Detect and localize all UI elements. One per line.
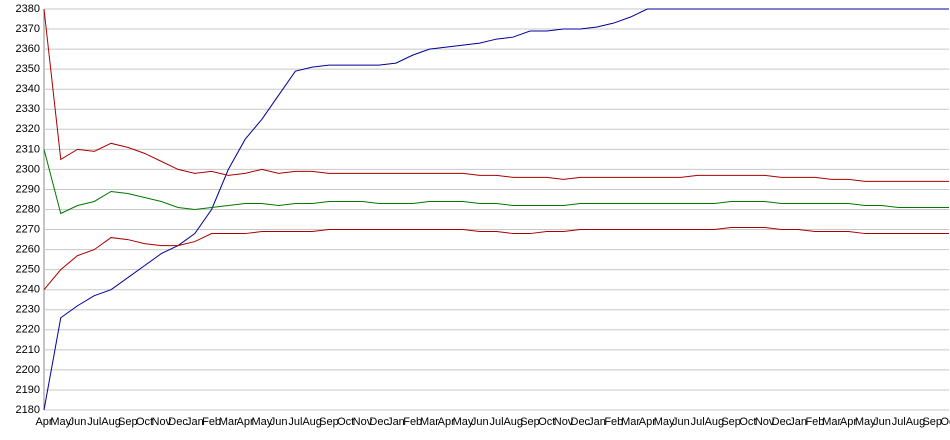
x-tick-label: Dec [571, 416, 591, 428]
y-tick-label: 2320 [16, 123, 40, 135]
y-tick-label: 2330 [16, 103, 40, 115]
x-tick-label: Oct [136, 416, 153, 428]
x-tick-label: Mar [621, 416, 640, 428]
x-tick-label: Aug [503, 416, 523, 428]
x-tick-label: Jul [691, 416, 705, 428]
x-tick-label: Jan [588, 416, 606, 428]
x-tick-label: Feb [202, 416, 221, 428]
series-line [43, 227, 949, 291]
x-tick-label: Feb [805, 416, 824, 428]
y-tick-label: 2280 [16, 203, 40, 215]
x-tick-label: Apr [237, 416, 254, 428]
x-tick-label: Nov [152, 416, 172, 428]
x-tick-label: Aug [705, 416, 725, 428]
x-tick-label: Mar [219, 416, 238, 428]
x-tick-label: Jun [471, 416, 489, 428]
y-tick-label: 2180 [16, 404, 40, 416]
y-tick-label: 2270 [16, 223, 40, 235]
x-tick-label: Jan [186, 416, 204, 428]
x-tick-label: Sep [118, 416, 138, 428]
x-tick-label: Nov [755, 416, 775, 428]
x-tick-label: Jan [387, 416, 405, 428]
y-tick-label: 2230 [16, 304, 40, 316]
x-tick-label: Oct [739, 416, 756, 428]
x-tick-label: Apr [438, 416, 455, 428]
x-tick-label: Aug [906, 416, 926, 428]
x-tick-label: Nov [554, 416, 574, 428]
y-tick-label: 2340 [16, 83, 40, 95]
y-tick-label: 2290 [16, 183, 40, 195]
x-tick-label: Feb [604, 416, 623, 428]
y-tick-label: 2250 [16, 264, 40, 276]
x-tick-label: Jun [69, 416, 87, 428]
x-tick-label: Apr [840, 416, 857, 428]
y-tick-label: 2370 [16, 23, 40, 35]
x-tick-label: Dec [168, 416, 188, 428]
x-tick-label: Nov [353, 416, 373, 428]
x-tick-label: Sep [520, 416, 540, 428]
x-tick-label: Jan [789, 416, 807, 428]
x-tick-label: Oct [538, 416, 555, 428]
x-tick-label: Jul [87, 416, 101, 428]
x-tick-label: Sep [319, 416, 339, 428]
y-tick-label: 2350 [16, 63, 40, 75]
y-tick-label: 2310 [16, 143, 40, 155]
x-tick-label: Apr [35, 416, 52, 428]
x-tick-label: Jul [489, 416, 503, 428]
series-line [43, 149, 949, 215]
x-tick-label: Jun [270, 416, 288, 428]
x-tick-label: Oct [940, 416, 950, 428]
y-tick-label: 2300 [16, 163, 40, 175]
y-tick-label: 2260 [16, 244, 40, 256]
x-tick-label: Sep [922, 416, 942, 428]
x-tick-label: May [855, 416, 876, 428]
x-tick-label: Feb [403, 416, 422, 428]
y-tick-label: 2380 [16, 3, 40, 15]
y-tick-label: 2240 [16, 284, 40, 296]
y-tick-label: 2190 [16, 384, 40, 396]
y-tick-label: 2220 [16, 324, 40, 336]
x-tick-label: Aug [302, 416, 322, 428]
x-tick-label: Mar [420, 416, 439, 428]
x-tick-label: Jun [672, 416, 690, 428]
series-line [43, 8, 949, 182]
x-tick-label: Dec [772, 416, 792, 428]
x-tick-label: Jul [892, 416, 906, 428]
x-tick-label: Jul [288, 416, 302, 428]
x-tick-label: May [453, 416, 474, 428]
y-tick-label: 2200 [16, 364, 40, 376]
y-tick-label: 2210 [16, 344, 40, 356]
x-tick-label: May [50, 416, 71, 428]
y-tick-label: 2360 [16, 43, 40, 55]
x-tick-label: May [654, 416, 675, 428]
x-tick-label: Dec [369, 416, 389, 428]
x-tick-label: Aug [101, 416, 121, 428]
series-line [43, 8, 949, 411]
x-tick-label: Sep [721, 416, 741, 428]
x-tick-label: Oct [337, 416, 354, 428]
x-tick-label: Jun [873, 416, 891, 428]
x-tick-label: May [251, 416, 272, 428]
x-tick-label: Mar [822, 416, 841, 428]
x-tick-label: Apr [639, 416, 656, 428]
